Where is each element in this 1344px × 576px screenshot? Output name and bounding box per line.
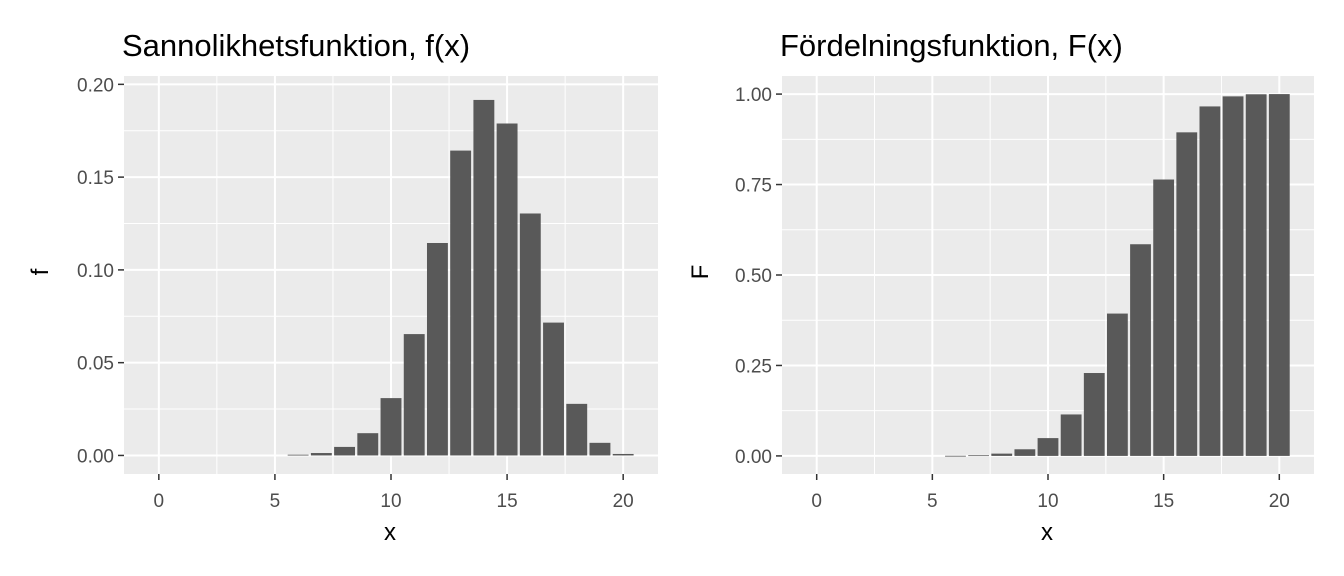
y-tick-label: 0.25 bbox=[735, 356, 772, 377]
bar bbox=[1014, 449, 1036, 456]
bar bbox=[589, 442, 611, 456]
bar bbox=[1083, 373, 1105, 456]
x-tick-label: 0 bbox=[154, 491, 165, 512]
bar bbox=[1268, 94, 1290, 456]
bar bbox=[357, 433, 379, 456]
bar bbox=[612, 453, 634, 456]
bar bbox=[1222, 96, 1244, 456]
chart-title: Fördelningsfunktion, F(x) bbox=[780, 28, 1123, 63]
x-tick-label: 10 bbox=[1037, 491, 1058, 512]
chart-title: Sannolikhetsfunktion, f(x) bbox=[122, 28, 470, 63]
gridlines bbox=[782, 76, 1314, 474]
x-tick-label: 10 bbox=[380, 491, 401, 512]
x-tick-label: 15 bbox=[1153, 491, 1174, 512]
y-tick-label: 0.50 bbox=[735, 266, 772, 287]
y-axis-ticks: 0.00 0.05 0.10 0.15 0.20 bbox=[77, 75, 124, 467]
bar bbox=[1037, 438, 1059, 456]
bar bbox=[945, 455, 966, 457]
x-tick-label: 20 bbox=[613, 491, 634, 512]
x-axis-label: x bbox=[1041, 519, 1053, 546]
bar bbox=[1176, 132, 1198, 456]
y-axis-label: f bbox=[27, 268, 54, 275]
x-tick-label: 0 bbox=[811, 491, 822, 512]
x-axis-ticks: 0 5 10 15 20 bbox=[154, 474, 634, 512]
bar bbox=[566, 403, 588, 456]
y-tick-label: 0.05 bbox=[77, 354, 114, 375]
bar bbox=[380, 398, 402, 456]
y-tick-label: 1.00 bbox=[735, 85, 772, 106]
y-tick-label: 0.10 bbox=[77, 261, 114, 282]
bar bbox=[496, 123, 518, 456]
y-axis-ticks: 0.00 0.25 0.50 0.75 1.00 bbox=[735, 85, 782, 468]
distribution-function-chart: Fördelningsfunktion, F(x) 0.000.250.500.… bbox=[687, 28, 1314, 546]
bar bbox=[450, 150, 472, 456]
bar bbox=[403, 334, 425, 456]
bar bbox=[334, 446, 356, 456]
y-tick-label: 0.00 bbox=[735, 447, 772, 468]
bar bbox=[543, 322, 564, 456]
y-axis-label: F bbox=[687, 265, 714, 280]
bar bbox=[1060, 414, 1082, 456]
bars bbox=[287, 99, 634, 456]
bar bbox=[1130, 244, 1151, 456]
bar bbox=[1153, 179, 1175, 456]
probability-function-chart: Sannolikhetsfunktion, f(x) 0.000.050.100… bbox=[27, 28, 658, 546]
bar bbox=[1199, 106, 1221, 456]
bar bbox=[1106, 313, 1128, 456]
y-tick-label: 0.00 bbox=[77, 446, 114, 467]
bar bbox=[287, 454, 309, 456]
bar bbox=[968, 455, 990, 457]
x-tick-label: 5 bbox=[270, 491, 281, 512]
x-tick-label: 20 bbox=[1269, 491, 1290, 512]
bar bbox=[1245, 94, 1267, 456]
bar bbox=[991, 453, 1013, 456]
y-tick-label: 0.15 bbox=[77, 168, 114, 189]
bar bbox=[310, 453, 332, 456]
bar bbox=[519, 213, 541, 456]
x-tick-label: 5 bbox=[927, 491, 938, 512]
x-axis-ticks: 0 5 10 15 20 bbox=[811, 474, 1290, 512]
y-tick-label: 0.20 bbox=[77, 75, 114, 96]
bar bbox=[426, 242, 448, 456]
y-tick-label: 0.75 bbox=[735, 176, 772, 197]
bars bbox=[945, 94, 1290, 457]
x-tick-label: 15 bbox=[497, 491, 518, 512]
bar bbox=[473, 99, 495, 456]
x-axis-label: x bbox=[384, 519, 396, 546]
